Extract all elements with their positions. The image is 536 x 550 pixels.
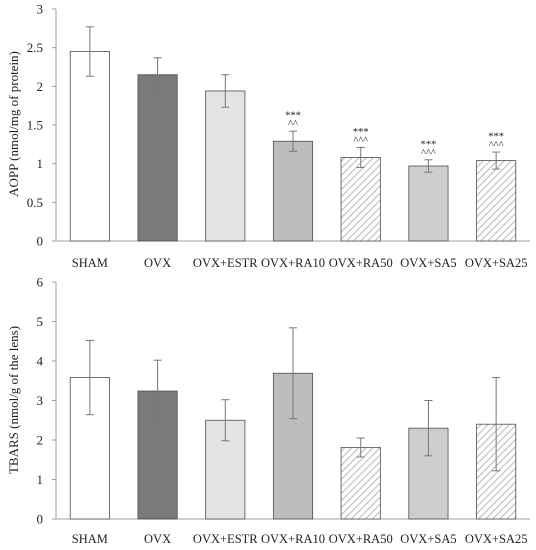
aopp-category-label: OVX+SA5	[400, 256, 456, 270]
aopp-significance-label: ^^	[288, 119, 298, 130]
aopp-significance-label: ***	[488, 132, 504, 143]
aopp-bar	[272, 140, 314, 242]
aopp-category-label: OVX+ESTR	[193, 256, 258, 270]
aopp-significance-label: ***	[421, 139, 437, 150]
aopp-y-tick-label: 1	[37, 156, 44, 171]
aopp-bar	[340, 157, 381, 242]
aopp-significance-label: ^^^	[421, 148, 436, 159]
tbars-y-tick-label: 6	[37, 275, 44, 290]
tbars-category-label: OVX	[144, 532, 171, 546]
aopp-y-axis-label: AOPP (nmol/mg of protein)	[6, 51, 21, 197]
tbars-category-label: OVX+RA10	[261, 532, 325, 546]
aopp-y-tick-label: 3	[37, 2, 44, 17]
tbars-y-tick-label: 4	[37, 354, 44, 369]
tbars-category-label: SHAM	[72, 532, 108, 546]
tbars-y-axis-label: TBARS (nmol/g of the lens)	[6, 326, 21, 474]
tbars-category-label: OVX+SA25	[465, 532, 528, 546]
aopp-category-label: OVX+RA10	[261, 256, 325, 270]
aopp-category-label: SHAM	[72, 256, 108, 270]
aopp-bar	[205, 90, 246, 242]
aopp-y-tick-label: 1.5	[27, 118, 43, 133]
aopp-bar	[408, 165, 449, 242]
aopp-y-tick-label: 0.5	[27, 195, 43, 210]
tbars-category-label: OVX+SA5	[400, 532, 456, 546]
aopp-y-tick-label: 2	[37, 79, 44, 94]
tbars-category-label: OVX+ESTR	[193, 532, 258, 546]
tbars-bar	[340, 447, 381, 520]
aopp-bar	[69, 51, 110, 242]
aopp-category-label: OVX+RA50	[329, 256, 393, 270]
aopp-significance-label: ***	[285, 111, 301, 122]
aopp-category-label: OVX	[144, 256, 171, 270]
aopp-category-label: OVX+SA25	[465, 256, 528, 270]
aopp-y-tick-label: 2.5	[27, 40, 43, 55]
tbars-y-tick-label: 1	[37, 472, 44, 487]
tbars-y-tick-label: 3	[37, 393, 44, 408]
aopp-y-tick-label: 0	[37, 234, 44, 249]
aopp-chart: AOPP (nmol/mg of protein) 0 0.5 1 1.5 2 2.5 3 S…	[6, 2, 530, 270]
tbars-y-tick-label: 5	[37, 314, 44, 329]
aopp-significance-label: ***	[353, 127, 369, 138]
tbars-category-label: OVX+RA50	[329, 532, 393, 546]
aopp-bar	[137, 74, 178, 242]
tbars-y-tick-label: 0	[37, 512, 44, 527]
tbars-chart: TBARS (nmol/g of the lens) 0 1 2 3 4 5 6 SHAM OV…	[6, 275, 530, 546]
aopp-significance-label: ^^^	[353, 135, 368, 146]
aopp-significance-label: ^^^	[489, 140, 504, 151]
aopp-bar	[476, 160, 517, 242]
tbars-y-tick-label: 2	[37, 433, 44, 448]
